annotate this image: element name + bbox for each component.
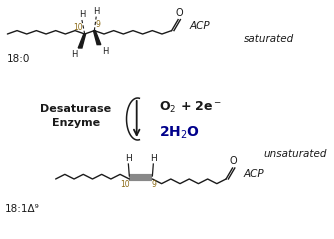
Text: 9: 9 xyxy=(95,20,100,29)
Text: 10: 10 xyxy=(121,180,130,189)
Text: O: O xyxy=(230,156,237,166)
Polygon shape xyxy=(94,31,101,45)
Text: H: H xyxy=(102,47,108,56)
Text: H: H xyxy=(150,154,157,163)
Text: Desaturase
Enzyme: Desaturase Enzyme xyxy=(40,104,111,128)
Text: 2H$_2$O: 2H$_2$O xyxy=(159,125,200,141)
Text: 18:0: 18:0 xyxy=(6,54,30,64)
Text: H: H xyxy=(79,10,85,19)
Text: ACP: ACP xyxy=(243,169,264,179)
Text: 9: 9 xyxy=(151,180,156,189)
Text: O$_2$ + 2e$^-$: O$_2$ + 2e$^-$ xyxy=(159,99,222,114)
Text: saturated: saturated xyxy=(243,34,294,44)
Text: O: O xyxy=(175,8,183,18)
Text: 18:1Δ⁹: 18:1Δ⁹ xyxy=(5,204,39,214)
Text: unsaturated: unsaturated xyxy=(263,149,327,159)
Text: ACP: ACP xyxy=(189,21,210,31)
Text: H: H xyxy=(93,7,100,16)
Text: 10: 10 xyxy=(73,23,83,32)
Polygon shape xyxy=(78,34,86,48)
Text: H: H xyxy=(71,50,77,59)
Text: H: H xyxy=(125,154,132,163)
